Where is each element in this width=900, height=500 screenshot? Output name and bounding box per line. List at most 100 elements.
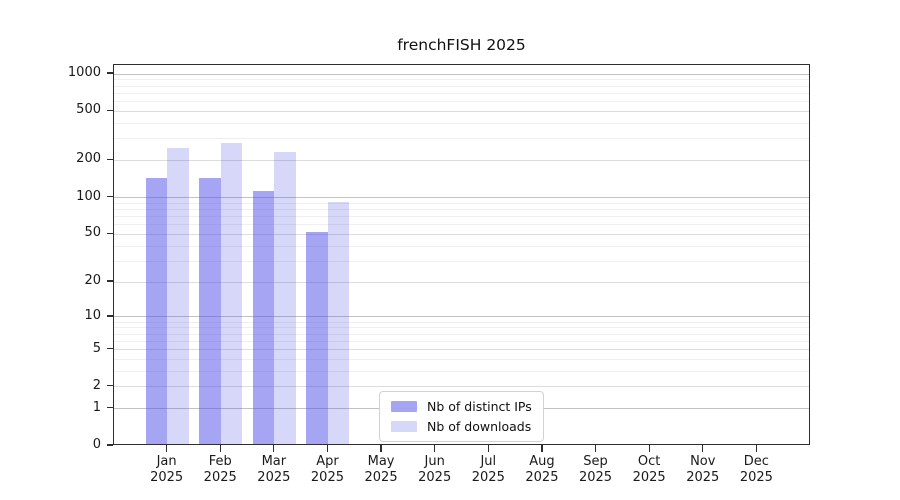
x-tick-label-jan: Jan 2025 — [135, 454, 199, 485]
month-year: 2025 — [632, 469, 666, 485]
month-name: Sep — [583, 454, 608, 469]
x-tick-mark-dec — [755, 445, 758, 452]
x-tick-mark-oct — [648, 445, 650, 452]
gridline-6 — [114, 340, 809, 342]
gridline-10 — [114, 316, 809, 318]
gridline-80 — [114, 208, 809, 210]
month-year: 2025 — [471, 469, 505, 485]
month-year: 2025 — [418, 469, 452, 485]
month-name: Dec — [743, 454, 769, 469]
y-tick-label-2: 2 — [92, 377, 101, 393]
gridline-800 — [114, 85, 809, 87]
y-tick-mark-2 — [106, 385, 113, 387]
x-tick-label-sep: Sep 2025 — [564, 454, 628, 485]
gridline-100 — [114, 197, 809, 198]
y-tick-mark-10 — [106, 315, 113, 317]
y-tick-label-500: 500 — [76, 102, 101, 118]
month-name: Apr — [316, 454, 339, 469]
month-year: 2025 — [203, 469, 237, 485]
gridline-200 — [114, 159, 809, 161]
bar-downloads-jan — [167, 148, 189, 444]
x-tick-label-feb: Feb 2025 — [188, 454, 252, 485]
bar-downloads-mar — [274, 152, 296, 444]
gridline-1000 — [114, 73, 809, 75]
x-tick-mark-may — [380, 445, 382, 452]
month-year: 2025 — [257, 469, 291, 485]
month-year: 2025 — [150, 469, 184, 485]
x-tick-label-mar: Mar 2025 — [242, 454, 306, 485]
gridline-3 — [114, 370, 809, 372]
gridline-9 — [114, 321, 809, 323]
x-tick-mark-apr — [326, 445, 329, 452]
gridline-90 — [114, 202, 809, 204]
x-tick-mark-feb — [219, 445, 221, 452]
chart-title: frenchFISH 2025 — [397, 36, 526, 54]
y-tick-label-200: 200 — [76, 151, 101, 167]
legend-label-distinct-ips: Nb of distinct IPs — [427, 399, 532, 414]
x-tick-label-nov: Nov 2025 — [671, 454, 735, 485]
gridline-7 — [114, 333, 809, 335]
y-tick-mark-50 — [106, 232, 113, 234]
y-tick-mark-200 — [106, 158, 113, 161]
month-name: Oct — [637, 454, 661, 469]
bar-distinct-ips-feb — [199, 177, 221, 444]
month-name: Nov — [690, 454, 716, 469]
x-tick-mark-jan — [165, 445, 168, 452]
gridline-300 — [114, 138, 809, 140]
x-tick-label-jul: Jul 2025 — [456, 454, 520, 485]
gridline-4 — [114, 358, 809, 360]
bar-distinct-ips-jan — [145, 178, 168, 444]
x-tick-label-may: May 2025 — [349, 454, 413, 485]
gridline-600 — [114, 100, 809, 102]
y-tick-mark-20 — [106, 280, 113, 282]
y-tick-label-5: 5 — [92, 340, 101, 356]
gridline-5 — [114, 349, 809, 351]
gridline-900 — [114, 79, 809, 81]
legend: Nb of distinct IPs Nb of downloads — [379, 391, 544, 442]
month-name: Jun — [424, 454, 445, 469]
legend-swatch-distinct-ips — [391, 401, 417, 412]
month-name: Feb — [208, 454, 232, 469]
month-year: 2025 — [578, 469, 613, 485]
y-tick-label-1000: 1000 — [67, 65, 101, 80]
x-tick-mark-mar — [273, 445, 275, 452]
x-tick-mark-sep — [594, 445, 597, 452]
y-tick-mark-0 — [106, 444, 113, 446]
month-name: May — [367, 454, 395, 469]
gridline-8 — [114, 327, 809, 329]
gridline-50 — [114, 233, 809, 235]
x-tick-label-aug: Aug 2025 — [510, 454, 574, 485]
y-tick-mark-500 — [106, 109, 113, 111]
month-name: Jan — [156, 454, 177, 469]
gridline-700 — [114, 92, 809, 94]
gridline-2 — [114, 386, 809, 388]
x-tick-label-apr: Apr 2025 — [295, 454, 359, 485]
y-tick-label-10: 10 — [84, 307, 101, 323]
legend-item-downloads: Nb of downloads — [391, 419, 532, 434]
month-name: Jul — [480, 454, 497, 469]
month-year: 2025 — [686, 469, 720, 485]
x-tick-label-oct: Oct 2025 — [617, 454, 681, 485]
y-tick-mark-1000 — [106, 72, 113, 74]
month-year: 2025 — [310, 469, 344, 485]
y-tick-label-1: 1 — [92, 399, 101, 415]
gridlines-layer — [114, 65, 809, 444]
legend-item-distinct-ips: Nb of distinct IPs — [391, 399, 532, 414]
gridline-30 — [114, 260, 809, 262]
plot-area: Nb of distinct IPs Nb of downloads — [113, 64, 810, 445]
month-year: 2025 — [739, 469, 773, 485]
gridline-40 — [114, 245, 809, 247]
bars-layer — [114, 65, 809, 444]
legend-swatch-downloads — [391, 421, 417, 432]
gridline-400 — [114, 122, 809, 124]
bar-downloads-feb — [220, 143, 243, 444]
gridline-60 — [114, 224, 809, 226]
y-tick-label-50: 50 — [84, 225, 101, 241]
bar-distinct-ips-mar — [252, 191, 275, 444]
x-tick-label-jun: Jun 2025 — [403, 454, 467, 485]
month-year: 2025 — [525, 469, 559, 485]
x-tick-mark-jul — [487, 445, 489, 452]
y-tick-mark-1 — [106, 407, 113, 409]
y-tick-label-20: 20 — [84, 273, 101, 289]
